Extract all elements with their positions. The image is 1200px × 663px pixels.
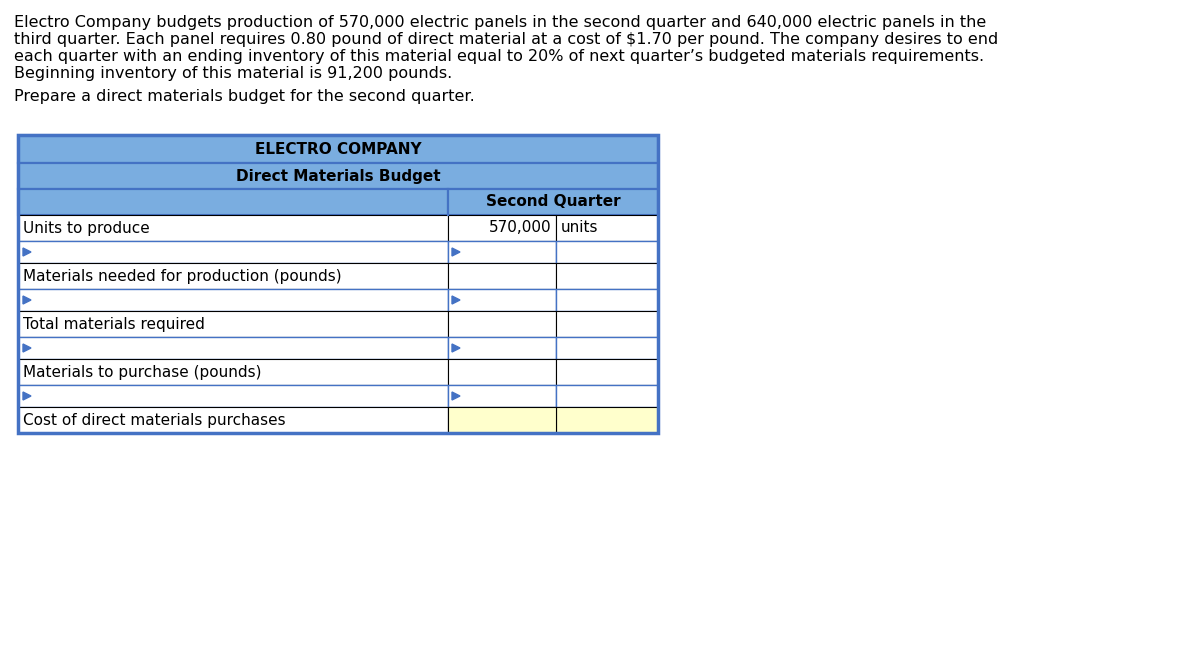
Polygon shape — [452, 344, 460, 352]
Bar — [18, 337, 448, 359]
Bar — [448, 215, 556, 241]
Bar — [448, 385, 556, 407]
Bar — [556, 241, 658, 263]
Bar — [448, 189, 658, 215]
Bar — [18, 135, 658, 433]
Bar — [18, 385, 448, 407]
Bar — [448, 359, 556, 385]
Bar — [448, 385, 556, 407]
Bar — [18, 359, 448, 385]
Text: Beginning inventory of this material is 91,200 pounds.: Beginning inventory of this material is … — [14, 66, 452, 81]
Bar — [556, 289, 658, 311]
Polygon shape — [452, 392, 460, 400]
Bar — [448, 337, 556, 359]
Text: Second Quarter: Second Quarter — [486, 194, 620, 210]
Polygon shape — [23, 344, 31, 352]
Bar — [556, 215, 658, 241]
Bar — [556, 337, 658, 359]
Bar — [448, 263, 556, 289]
Text: units: units — [562, 221, 599, 235]
Polygon shape — [23, 296, 31, 304]
Bar — [556, 385, 658, 407]
Bar — [556, 407, 658, 433]
Bar — [18, 263, 448, 289]
Text: 570,000: 570,000 — [488, 221, 551, 235]
Text: third quarter. Each panel requires 0.80 pound of direct material at a cost of $1: third quarter. Each panel requires 0.80 … — [14, 32, 998, 47]
Bar — [448, 337, 556, 359]
Bar — [448, 407, 556, 433]
Bar — [556, 385, 658, 407]
Bar — [556, 263, 658, 289]
Bar — [556, 289, 658, 311]
Text: ELECTRO COMPANY: ELECTRO COMPANY — [254, 141, 421, 156]
Bar — [556, 311, 658, 337]
Bar — [18, 163, 658, 189]
Text: each quarter with an ending inventory of this material equal to 20% of next quar: each quarter with an ending inventory of… — [14, 49, 984, 64]
Bar — [448, 289, 556, 311]
Bar — [448, 407, 556, 433]
Bar — [556, 241, 658, 263]
Bar — [18, 135, 658, 163]
Bar — [448, 241, 556, 263]
Bar — [18, 385, 448, 407]
Bar — [448, 311, 556, 337]
Text: Materials needed for production (pounds): Materials needed for production (pounds) — [23, 269, 342, 284]
Polygon shape — [452, 296, 460, 304]
Bar — [556, 337, 658, 359]
Bar — [18, 407, 448, 433]
Text: Electro Company budgets production of 570,000 electric panels in the second quar: Electro Company budgets production of 57… — [14, 15, 986, 30]
Polygon shape — [23, 392, 31, 400]
Text: Materials to purchase (pounds): Materials to purchase (pounds) — [23, 365, 262, 379]
Text: Cost of direct materials purchases: Cost of direct materials purchases — [23, 412, 286, 428]
Bar — [18, 215, 448, 241]
Bar — [448, 241, 556, 263]
Polygon shape — [452, 248, 460, 256]
Bar — [18, 289, 448, 311]
Text: Total materials required: Total materials required — [23, 316, 205, 332]
Bar — [18, 337, 448, 359]
Polygon shape — [23, 248, 31, 256]
Bar — [18, 241, 448, 263]
Text: Direct Materials Budget: Direct Materials Budget — [235, 168, 440, 184]
Bar — [18, 311, 448, 337]
Bar — [18, 289, 448, 311]
Text: Prepare a direct materials budget for the second quarter.: Prepare a direct materials budget for th… — [14, 89, 475, 104]
Bar — [556, 359, 658, 385]
Bar — [18, 241, 448, 263]
Bar — [448, 289, 556, 311]
Text: Units to produce: Units to produce — [23, 221, 150, 235]
Bar — [18, 189, 448, 215]
